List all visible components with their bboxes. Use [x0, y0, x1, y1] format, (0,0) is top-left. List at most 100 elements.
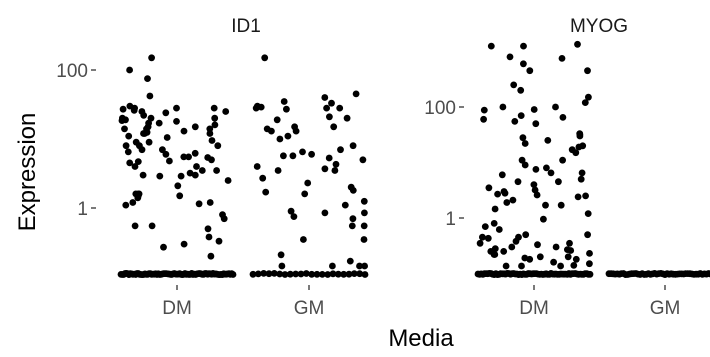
data-point: [262, 188, 270, 196]
data-point: [211, 114, 219, 122]
data-point: [185, 153, 193, 161]
data-point: [479, 233, 486, 241]
data-point: [126, 102, 134, 110]
data-point: [506, 53, 514, 61]
data-point: [555, 178, 562, 186]
data-point: [586, 260, 593, 268]
data-point: [526, 67, 534, 75]
data-point: [501, 189, 509, 197]
data-point: [484, 234, 492, 242]
data-point: [503, 199, 511, 206]
data-point: [340, 270, 348, 278]
data-point: [276, 270, 284, 278]
data-point: [126, 159, 134, 167]
data-point: [224, 177, 232, 184]
data-point: [146, 92, 154, 100]
data-point: [570, 262, 578, 269]
x-tick-label-gm: GM: [650, 298, 681, 319]
data-point: [584, 210, 592, 218]
data-point: [287, 207, 295, 215]
y-axis-title: Expression: [14, 113, 41, 232]
data-point: [557, 262, 564, 270]
data-point: [130, 107, 138, 114]
data-point: [204, 154, 212, 161]
data-point: [186, 169, 194, 177]
data-point: [542, 201, 549, 209]
data-point: [276, 135, 284, 143]
data-point: [129, 199, 137, 206]
data-point: [575, 143, 583, 151]
data-point: [502, 262, 510, 270]
data-point: [135, 190, 143, 198]
data-point: [557, 201, 565, 209]
data-point: [299, 148, 306, 156]
x-tick-label-dm: DM: [162, 298, 192, 319]
data-point: [286, 270, 294, 278]
data-point: [301, 190, 309, 198]
data-point: [318, 271, 326, 278]
data-point: [361, 209, 368, 217]
data-point: [490, 251, 498, 258]
data-point: [519, 134, 527, 142]
data-point: [324, 271, 332, 278]
data-point: [143, 128, 151, 136]
data-point: [534, 241, 541, 249]
data-point: [581, 99, 589, 106]
data-point: [176, 192, 184, 200]
data-point: [499, 103, 507, 111]
data-point: [552, 243, 560, 251]
y-tick-label-1: 1: [77, 199, 88, 220]
data-point: [514, 178, 522, 186]
data-point: [210, 104, 218, 112]
data-point: [481, 223, 489, 231]
data-point: [544, 137, 552, 144]
data-point: [148, 222, 156, 230]
x-tick-label-dm: DM: [519, 298, 549, 319]
data-point: [567, 247, 575, 254]
panel-myog: MYOG 100 1 DM GM: [424, 16, 710, 319]
data-point: [229, 271, 237, 278]
data-point: [522, 231, 530, 239]
data-point: [124, 148, 132, 156]
data-point: [361, 262, 368, 270]
data-point: [341, 201, 349, 209]
data-point: [265, 270, 273, 278]
y-tick-label-100: 100: [56, 61, 88, 82]
data-point: [273, 116, 281, 124]
data-point: [494, 190, 501, 198]
data-point: [559, 114, 567, 121]
data-point: [139, 171, 147, 179]
data-point: [173, 118, 180, 125]
data-point: [584, 231, 591, 239]
data-point: [326, 113, 333, 121]
data-point: [198, 167, 206, 174]
data-point: [586, 270, 594, 278]
data-point: [284, 132, 292, 140]
data-point: [144, 75, 151, 82]
data-point: [156, 172, 164, 180]
data-point: [574, 193, 582, 201]
data-point: [159, 146, 166, 154]
data-point: [512, 237, 520, 245]
data-point: [530, 106, 538, 113]
data-point: [517, 112, 525, 119]
data-point: [532, 166, 540, 173]
data-point: [291, 123, 298, 131]
data-point: [283, 105, 290, 113]
data-point: [521, 140, 529, 147]
data-point: [574, 40, 581, 48]
data-point: [490, 220, 498, 227]
data-point: [134, 158, 142, 166]
data-point: [206, 125, 214, 133]
data-point: [359, 156, 367, 164]
data-point: [336, 104, 344, 112]
panel-strip-title: MYOG: [570, 16, 628, 37]
data-point: [119, 105, 127, 113]
data-point: [220, 215, 228, 223]
data-point: [568, 146, 576, 154]
data-point: [160, 243, 167, 251]
data-point: [543, 164, 550, 172]
data-point: [297, 270, 305, 278]
data-point: [526, 255, 534, 263]
